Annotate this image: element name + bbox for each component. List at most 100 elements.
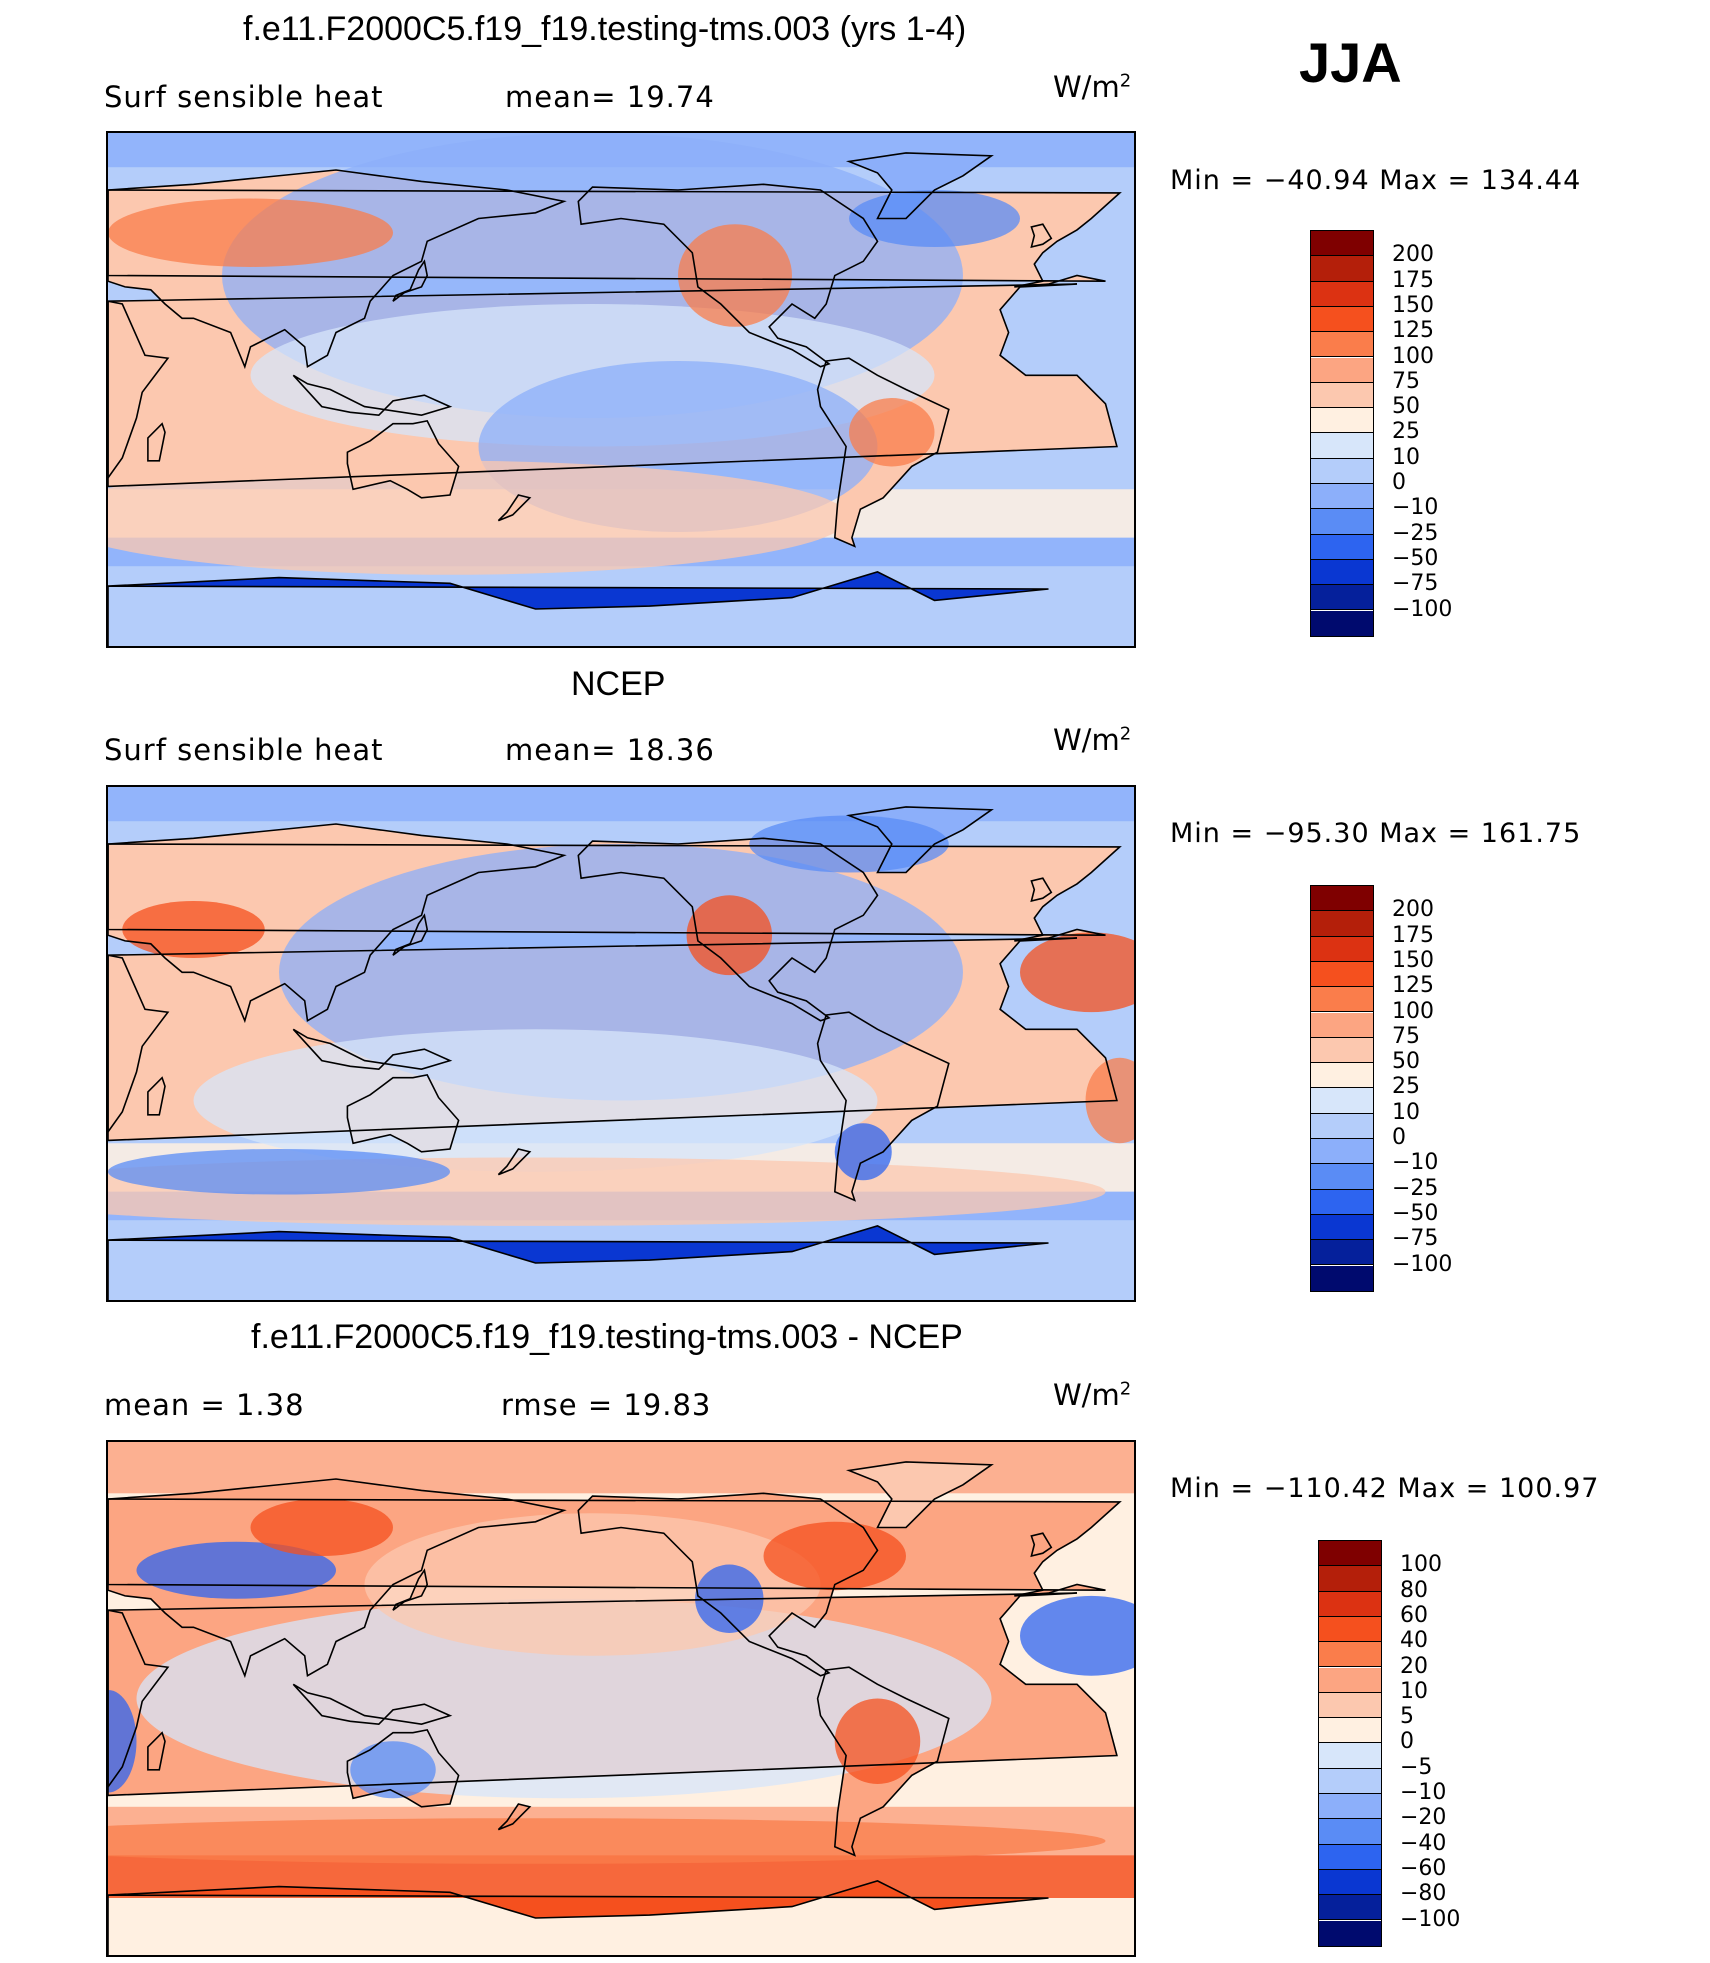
- panel-mean-model: mean= 19.74: [505, 80, 715, 114]
- coastline-greenland: [845, 152, 994, 220]
- colorbar-tick-label: −60: [1400, 1855, 1447, 1881]
- colorbar-tick-label: 150: [1392, 292, 1434, 318]
- colorbar-swatch: [1319, 1566, 1381, 1592]
- colorbar-swatch: [1311, 1037, 1373, 1064]
- coastline-africa_w: [108, 937, 1118, 1142]
- field-contour: [763, 1521, 906, 1591]
- field-contour: [849, 190, 1020, 247]
- coastline-nz: [497, 494, 532, 522]
- colorbar-swatch: [1319, 1692, 1381, 1719]
- colorbar-tick-label: −50: [1392, 545, 1439, 571]
- coastline-europe_w: [108, 843, 1122, 942]
- coastline-madagascar: [147, 1076, 166, 1116]
- colorbar-tick-label: −10: [1400, 1780, 1447, 1805]
- colorbar-tick-label: −80: [1400, 1881, 1447, 1907]
- coastline-antarctica: [108, 1880, 1049, 1955]
- coastline-greenland: [845, 1461, 994, 1529]
- min-max-obs: Min = −95.30 Max = 161.75: [1170, 818, 1582, 849]
- colorbar-swatch: [1319, 1819, 1381, 1845]
- field-contour: [686, 895, 773, 976]
- coastline-indonesia: [292, 1683, 453, 1726]
- coastline-indonesia: [292, 1028, 453, 1071]
- colorbar-swatch: [1311, 408, 1373, 434]
- colorbar-swatch: [1319, 1616, 1381, 1643]
- colorbar-swatch: [1311, 458, 1373, 484]
- colorbar-tick-label: −10: [1392, 495, 1439, 521]
- colorbar-tick-label: 150: [1392, 947, 1434, 973]
- colorbar-swatch: [1311, 1214, 1373, 1241]
- colorbar-swatch: [1311, 306, 1373, 333]
- colorbar-tick-label: 20: [1400, 1653, 1428, 1679]
- colorbar-tick-label: 0: [1400, 1729, 1414, 1755]
- colorbar-swatch: [1319, 1844, 1381, 1870]
- colorbar-tick-label: 10: [1400, 1678, 1428, 1704]
- field-contour: [136, 1598, 992, 1799]
- colorbar-tick-label: −100: [1392, 596, 1453, 622]
- panel-left-label-model: Surf sensible heat: [104, 80, 384, 114]
- field-contour: [250, 1499, 393, 1556]
- colorbar-swatch: [1319, 1743, 1381, 1769]
- coastline-uk: [1030, 223, 1053, 249]
- colorbar-swatch: [1311, 1139, 1373, 1165]
- land-greenland: [849, 1461, 992, 1528]
- colorbar-tick-label: −40: [1400, 1830, 1447, 1856]
- coastline-europe_w: [108, 189, 1122, 288]
- coastline-nz: [497, 1803, 532, 1831]
- colorbar-tick-label: −25: [1392, 520, 1439, 546]
- coastline-australia: [346, 419, 460, 499]
- colorbar-tick-label: 100: [1400, 1552, 1442, 1578]
- coastline-n_america: [577, 837, 879, 1022]
- units-label-diff: W/m2: [1053, 1378, 1132, 1412]
- colorbar-swatch: [1311, 1189, 1373, 1215]
- coastline-eurasia: [108, 169, 567, 370]
- colorbar-tick-label: −75: [1392, 571, 1439, 597]
- field-contour: [350, 1741, 436, 1799]
- colorbar-swatches: [1310, 885, 1374, 1292]
- coastline-greenland: [845, 806, 994, 874]
- coastline-n_america: [577, 183, 879, 368]
- colorbar-tick-label: 0: [1392, 470, 1406, 495]
- colorbar-tick-label: 125: [1392, 973, 1434, 999]
- coastline-eurasia: [108, 823, 567, 1024]
- coastline-s_america: [816, 1011, 950, 1202]
- colorbar-tick-label: 50: [1392, 394, 1420, 420]
- field-contour: [834, 1698, 921, 1784]
- colorbar-swatches: [1310, 230, 1374, 637]
- field-contour: [849, 398, 935, 467]
- field-contour: [678, 224, 792, 327]
- colorbar-swatch: [1319, 1591, 1381, 1617]
- field-contour: [108, 1689, 137, 1793]
- colorbar-swatch: [1319, 1794, 1381, 1820]
- colorbar-swatch: [1311, 585, 1373, 611]
- colorbar-tick-label: 40: [1400, 1628, 1428, 1654]
- units-label-obs: W/m2: [1053, 723, 1132, 757]
- panel-mean-obs: mean= 18.36: [505, 733, 715, 767]
- colorbar-swatch: [1311, 231, 1373, 257]
- map-model: [106, 131, 1136, 648]
- colorbar-swatch: [1311, 509, 1373, 535]
- colorbar-swatch: [1311, 961, 1373, 988]
- coastline-africa_e: [108, 1609, 170, 1789]
- colorbar-tick-label: 80: [1400, 1577, 1428, 1603]
- coastline-australia: [346, 1073, 460, 1153]
- coastline-s_america: [816, 1666, 950, 1857]
- field-contour: [1020, 932, 1134, 1013]
- panel-mean-diff: mean = 1.38: [104, 1388, 305, 1422]
- coastline-antarctica: [108, 1225, 1049, 1300]
- coastline-uk: [1030, 877, 1053, 903]
- field-contour: [108, 460, 849, 575]
- colorbar-tick-label: −50: [1392, 1200, 1439, 1226]
- colorbar-tick-label: −20: [1400, 1805, 1447, 1831]
- colorbar-swatch: [1319, 1667, 1381, 1693]
- field-contour: [193, 1029, 878, 1172]
- min-max-model: Min = −40.94 Max = 134.44: [1170, 165, 1582, 196]
- coastline-eurasia: [108, 1478, 567, 1679]
- colorbar-tick-label: −100: [1400, 1906, 1461, 1932]
- colorbar-swatch: [1311, 1063, 1373, 1089]
- colorbar-tick-label: 75: [1392, 368, 1420, 394]
- colorbar-tick-label: 50: [1392, 1049, 1420, 1075]
- colorbar-tick-label: 200: [1392, 897, 1434, 923]
- season-label: JJA: [1299, 31, 1402, 94]
- colorbar-tick-label: −100: [1392, 1251, 1453, 1277]
- coastline-africa_w: [108, 1592, 1118, 1797]
